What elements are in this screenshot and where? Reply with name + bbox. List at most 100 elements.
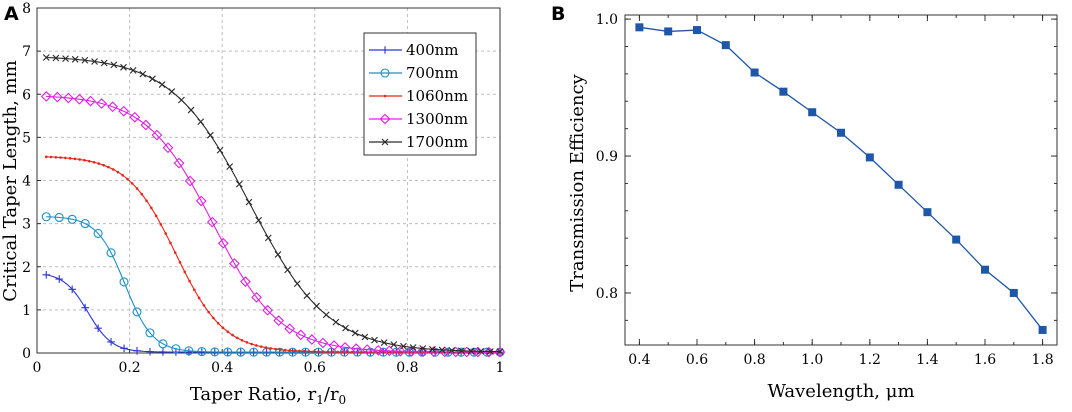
legend-label-1300nm: 1300nm — [406, 110, 468, 128]
legend-label-700nm: 700nm — [406, 64, 459, 82]
marker-1060nm — [360, 350, 363, 354]
chart-a-y-tick-label: 5 — [22, 130, 31, 146]
legend-item-1300nm: 1300nm — [369, 110, 468, 128]
marker-1060nm — [245, 341, 249, 344]
chart-b-point — [865, 153, 874, 162]
chart-a-ticks: 0 0.2 0.4 0.6 0.8 1 0 1 2 3 4 5 6 7 8 — [22, 1, 504, 376]
marker-1060nm — [312, 350, 316, 353]
chart-b-point — [721, 41, 730, 50]
marker-1060nm — [250, 342, 253, 346]
series-400nm — [42, 270, 504, 356]
marker-1700nm — [71, 55, 79, 63]
marker-1700nm — [351, 329, 359, 337]
marker-1300nm — [306, 334, 318, 345]
marker-400nm — [146, 347, 154, 356]
legend-label-1060nm: 1060nm — [406, 87, 468, 105]
marker-400nm — [107, 338, 115, 346]
chart-a-x-axis-label: Taper Ratio, r1/r0 — [190, 384, 346, 407]
marker-1060nm — [207, 310, 210, 314]
marker-1060nm — [68, 157, 72, 160]
chart-a-x-axis-label-main: Taper Ratio, r — [190, 384, 317, 405]
marker-1700nm — [496, 348, 504, 356]
marker-1700nm — [274, 251, 282, 258]
marker-700nm — [171, 344, 181, 354]
legend-item-700nm: 700nm — [369, 64, 459, 82]
marker-700nm — [106, 248, 116, 258]
marker-1300nm — [328, 340, 340, 351]
marker-1700nm — [390, 341, 398, 349]
marker-700nm — [275, 347, 285, 357]
chart-a-legend: 400nm 700nm 1060nm 1300nm 1700nm — [363, 32, 477, 156]
marker-1060nm — [231, 333, 234, 337]
marker-1300nm — [74, 93, 85, 105]
marker-1300nm — [317, 337, 329, 349]
marker-1060nm — [102, 163, 105, 167]
marker-1060nm — [54, 155, 58, 159]
chart-a-y-tick-label: 0 — [22, 346, 31, 362]
marker-1060nm — [302, 349, 306, 353]
marker-1300nm — [96, 98, 107, 109]
marker-1700nm — [409, 344, 417, 351]
marker-1300nm — [40, 91, 52, 102]
chart-a-y-tick-label: 7 — [22, 44, 31, 60]
chart-a-x-axis-label-sub1: 1 — [316, 393, 324, 407]
marker-1060nm — [107, 165, 110, 169]
marker-1060nm — [126, 177, 129, 181]
marker-1700nm — [371, 336, 378, 344]
marker-1300nm — [284, 323, 296, 335]
legend-box — [363, 32, 477, 156]
legend-item-400nm: 400nm — [369, 41, 459, 59]
chart-b-y-tick-label: 1.0 — [596, 12, 618, 28]
marker-1700nm — [62, 55, 69, 62]
marker-1060nm — [44, 155, 48, 159]
marker-1300nm — [85, 95, 96, 107]
series-1300nm — [40, 91, 506, 358]
legend-label-1700nm: 1700nm — [406, 133, 468, 151]
marker-1700nm — [457, 347, 465, 355]
legend-marker-shape-700nm — [380, 68, 390, 78]
marker-700nm — [119, 277, 129, 287]
chart-a-y-tick-label: 6 — [22, 87, 31, 103]
marker-1700nm — [380, 339, 388, 347]
chart-b-point — [664, 27, 673, 36]
marker-1060nm — [130, 182, 134, 185]
marker-1300nm — [295, 329, 307, 341]
marker-1700nm — [467, 347, 475, 355]
marker-1060nm — [73, 157, 77, 161]
marker-1060nm — [150, 206, 153, 210]
marker-700nm — [184, 346, 194, 356]
marker-700nm — [197, 347, 207, 357]
marker-1300nm — [151, 129, 163, 141]
marker-1060nm — [159, 223, 163, 226]
marker-1300nm — [129, 111, 141, 123]
chart-b-point — [1009, 288, 1018, 297]
marker-1300nm — [107, 101, 119, 113]
marker-1700nm — [197, 118, 205, 126]
chart-b-x-tick-label: 0.6 — [686, 352, 708, 368]
marker-1300nm — [63, 92, 74, 104]
chart-b-x-tick-label: 0.8 — [743, 352, 765, 368]
marker-1060nm — [255, 344, 258, 347]
marker-1060nm — [326, 350, 330, 354]
legend-item-1700nm: 1700nm — [369, 133, 468, 151]
legend-marker-1700nm — [381, 138, 389, 146]
series-1700nm — [42, 54, 504, 356]
marker-1300nm — [262, 304, 273, 316]
marker-1060nm — [154, 214, 158, 218]
marker-700nm — [41, 212, 51, 222]
marker-1060nm — [202, 304, 206, 307]
marker-1700nm — [91, 58, 98, 65]
marker-400nm — [68, 285, 76, 294]
marker-1300nm — [339, 341, 351, 353]
marker-1060nm — [274, 347, 277, 351]
marker-400nm — [120, 344, 128, 353]
marker-1060nm — [183, 270, 187, 274]
marker-1700nm — [419, 345, 427, 352]
legend-marker-shape-1700nm — [381, 138, 389, 146]
marker-1700nm — [42, 54, 50, 61]
chart-b-x-axis-label: Wavelength, μm — [767, 381, 914, 402]
marker-1060nm — [178, 261, 182, 264]
chart-b-point — [635, 23, 644, 32]
legend-item-1060nm: 1060nm — [369, 87, 468, 105]
chart-b-series-group — [635, 23, 1047, 334]
